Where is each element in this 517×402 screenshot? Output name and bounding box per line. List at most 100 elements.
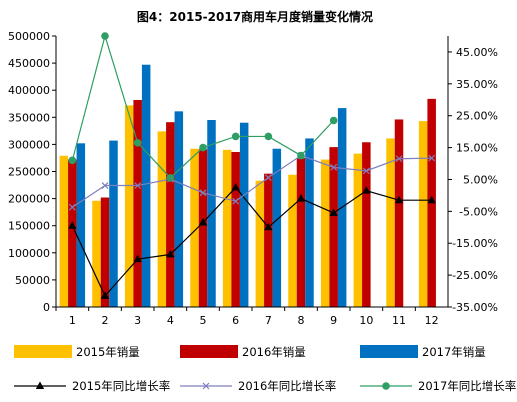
line-point	[428, 154, 436, 162]
y-left-tick-label: 300000	[8, 138, 50, 151]
legend-label: 2016年同比增长率	[238, 379, 336, 393]
bar	[305, 138, 314, 307]
bar	[141, 64, 151, 307]
line-point	[264, 132, 273, 141]
bar	[76, 143, 86, 307]
bar	[157, 131, 167, 307]
x-tick-label: 6	[232, 314, 239, 327]
line-point	[134, 182, 142, 189]
line-point	[202, 382, 210, 390]
line-point	[296, 194, 306, 202]
y-right-tick-label: -5.00%	[459, 205, 498, 218]
x-tick-label: 3	[134, 314, 141, 327]
line-point	[264, 174, 272, 181]
legend: 2015年销量 2016年销量 2017年销量 2015年同比增长率 2016年同比增长…	[14, 345, 516, 393]
line-point	[198, 218, 208, 226]
bar	[190, 148, 199, 307]
line-point	[231, 132, 240, 141]
line-point	[394, 195, 404, 204]
bar	[109, 140, 118, 307]
line-point	[329, 208, 338, 216]
x-tick-label: 5	[200, 314, 207, 327]
y-left-tick-label: 450000	[8, 57, 50, 70]
bar	[264, 173, 273, 307]
line-point	[101, 182, 109, 189]
y-left-tick-label: 50000	[15, 274, 50, 287]
y-left-tick-label: 200000	[8, 193, 50, 206]
y-right-tick-label: 5.00%	[463, 173, 498, 186]
bar	[272, 148, 282, 307]
legend-label: 2017年同比增长率	[418, 379, 516, 393]
y-left-tick-label: 150000	[8, 220, 50, 233]
bar	[362, 142, 371, 307]
bar	[418, 121, 428, 308]
y-right-tick-label: 25.00%	[456, 110, 498, 123]
chart-title: 图4：2015-2017商用车月度销量变化情况	[137, 9, 373, 24]
x-tick-label: 9	[330, 314, 337, 327]
legend-swatch	[14, 345, 72, 358]
y-left-tick-label: 0	[43, 301, 50, 314]
bar-series-group	[59, 64, 436, 308]
bar	[59, 155, 69, 307]
x-tick-label: 10	[359, 314, 373, 327]
axes: 0 50000 100000 150000 200000 250000 300000 3500…	[8, 30, 498, 327]
bar	[288, 174, 297, 307]
line-point	[395, 155, 403, 163]
y-right-tick-label: 45.00%	[456, 46, 498, 59]
line-point	[166, 249, 175, 258]
legend-swatch	[360, 345, 418, 358]
series-line	[71, 186, 432, 297]
bar	[320, 159, 330, 307]
series-line	[72, 154, 432, 208]
line-point	[232, 197, 240, 205]
line-point	[199, 189, 207, 197]
line-point	[68, 203, 76, 211]
bar	[239, 122, 249, 307]
bar	[296, 157, 306, 307]
bar	[100, 197, 110, 307]
y-left-tick-label: 350000	[8, 111, 50, 124]
bar	[386, 138, 395, 307]
bar	[174, 111, 184, 307]
bar	[353, 153, 363, 307]
bar	[133, 99, 142, 308]
legend-label: 2017年销量	[422, 345, 486, 359]
y-right-tick-label: 15.00%	[456, 142, 498, 155]
line-point	[68, 221, 77, 229]
bar	[329, 147, 338, 307]
line-point	[329, 116, 338, 125]
bar	[166, 122, 175, 307]
line-point	[101, 32, 109, 40]
x-tick-label: 4	[167, 314, 174, 327]
line-point	[330, 163, 338, 171]
x-tick-label: 11	[392, 314, 406, 327]
x-tick-label: 7	[265, 314, 272, 327]
y-left-tick-label: 100000	[8, 247, 50, 260]
y-right-tick-label: -35.00%	[452, 301, 498, 314]
x-tick-label: 2	[102, 314, 109, 327]
line-point	[166, 174, 175, 182]
line-point	[297, 151, 305, 160]
x-tick-label: 1	[69, 314, 76, 327]
y-left-tick-label: 400000	[8, 84, 50, 97]
line-point	[35, 381, 45, 389]
line-point	[427, 195, 436, 204]
bar	[92, 200, 101, 307]
x-tick-label: 12	[425, 314, 439, 327]
bar	[198, 149, 208, 307]
line-point	[133, 139, 142, 147]
bar	[68, 159, 77, 307]
x-tick-label: 8	[298, 314, 305, 327]
y-right-tick-label: -15.00%	[452, 237, 498, 250]
line-point	[231, 182, 240, 191]
legend-swatch	[180, 345, 238, 358]
y-left-tick-label: 250000	[8, 166, 50, 179]
line-point	[362, 186, 371, 194]
bar	[124, 105, 134, 307]
line-point	[382, 382, 390, 390]
line-point	[68, 156, 77, 165]
bar	[222, 149, 232, 307]
line-point	[362, 167, 370, 175]
line-point	[199, 143, 207, 152]
